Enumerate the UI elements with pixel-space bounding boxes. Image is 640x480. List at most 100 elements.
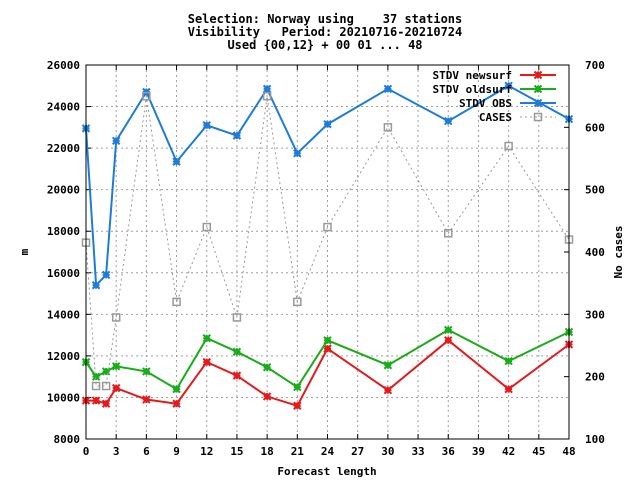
chart-title: Selection: Norway using 37 stations Visi… (188, 12, 463, 52)
x-tick-label: 33 (411, 445, 424, 458)
data-point (444, 325, 453, 335)
data-point (383, 361, 393, 370)
legend-item-cases: CASES (479, 111, 556, 124)
data-point (91, 372, 101, 381)
title-line-1: Selection: Norway using 37 stations (188, 12, 463, 26)
x-tick-label: 18 (261, 445, 274, 458)
y-tick-label: 12000 (47, 350, 80, 363)
legend-swatch-marker (533, 70, 543, 80)
data-point (101, 381, 111, 391)
x-tick-label: 12 (200, 445, 213, 458)
grid (86, 65, 569, 439)
x-tick-label: 42 (502, 445, 515, 458)
data-point (232, 371, 242, 380)
data-point (444, 336, 453, 345)
data-point (262, 91, 272, 101)
data-point (172, 297, 181, 307)
data-point (111, 313, 121, 322)
data-point (91, 281, 101, 290)
x-tick-labels: 0 3 6 9 12 15 18 21 24 27 30 33 36 39 42 45 48 (83, 445, 576, 458)
data-point (91, 396, 101, 405)
data-point (111, 136, 121, 146)
y-tick-labels: 8000 10000 12000 14000 16000 18000 20000 22000 2… (47, 59, 80, 446)
data-point (383, 123, 393, 132)
y-tick-label: 24000 (47, 101, 80, 114)
y-tick-label: 14000 (47, 308, 80, 321)
y-tick-label: 18000 (47, 225, 80, 238)
legend-swatch-marker (533, 112, 543, 122)
data-point (323, 344, 332, 353)
series-group (81, 81, 574, 410)
y2-tick-label: 400 (585, 246, 605, 259)
data-point (202, 334, 211, 343)
y2-tick-label: 100 (585, 433, 605, 446)
series-stdv-newsurf (81, 336, 574, 410)
x-tick-label: 0 (83, 445, 90, 458)
y2-tick-label: 600 (585, 121, 605, 134)
data-point (293, 297, 302, 307)
legend-label: STDV oldsurf (433, 83, 512, 96)
x-tick-label: 30 (381, 445, 394, 458)
data-point (293, 382, 302, 392)
series-stdv-oldsurf (81, 325, 574, 394)
title-line-2: Visibility Period: 20210716-20210724 (188, 25, 463, 39)
x-tick-label: 24 (321, 445, 335, 458)
x-tick-label: 9 (173, 445, 180, 458)
data-point (293, 149, 302, 158)
data-point (101, 270, 111, 280)
data-point (444, 229, 453, 238)
data-point (323, 336, 332, 345)
y-tick-label: 8000 (54, 433, 81, 446)
data-point (504, 384, 513, 394)
data-point (91, 381, 101, 391)
data-point (293, 401, 302, 410)
y2-axis-label: No cases (612, 226, 625, 279)
legend-item-stdv-newsurf: STDV newsurf (433, 69, 556, 82)
y-tick-label: 16000 (47, 267, 80, 280)
data-point (202, 121, 211, 130)
legend-label: STDV OBS (459, 97, 512, 110)
y2-tick-labels: 100 200 300 400 500 600 700 (585, 59, 605, 446)
legend-swatch-marker (533, 98, 543, 108)
data-point (504, 81, 513, 90)
legend-swatch-marker (533, 84, 543, 94)
y-tick-label: 10000 (47, 391, 80, 404)
data-point (111, 383, 121, 393)
data-point (101, 399, 111, 408)
y2-tick-label: 700 (585, 59, 605, 72)
y2-tick-label: 500 (585, 184, 605, 197)
data-point (262, 84, 272, 94)
data-point (323, 222, 332, 232)
data-point (202, 222, 211, 232)
x-tick-label: 3 (113, 445, 120, 458)
data-point (232, 347, 242, 356)
data-point (323, 120, 332, 129)
x-tick-label: 15 (230, 445, 243, 458)
data-point (504, 356, 513, 366)
y-axis-label: m (18, 248, 31, 255)
data-point (142, 395, 151, 404)
x-tick-label: 21 (291, 445, 305, 458)
y2-tick-label: 300 (585, 308, 605, 321)
x-tick-label: 39 (472, 445, 485, 458)
data-point (262, 363, 272, 372)
data-point (111, 362, 121, 371)
data-point (232, 313, 242, 322)
data-point (383, 84, 393, 94)
y-tick-label: 22000 (47, 142, 80, 155)
data-point (262, 392, 272, 401)
data-point (172, 157, 181, 166)
data-point (202, 357, 211, 367)
data-point (444, 116, 453, 126)
data-point (504, 141, 513, 151)
data-point (142, 367, 151, 376)
data-point (172, 384, 181, 394)
data-point (383, 385, 393, 395)
y-tick-label: 20000 (47, 184, 80, 197)
x-tick-label: 45 (532, 445, 545, 458)
y-tick-label: 26000 (47, 59, 80, 72)
data-point (232, 131, 242, 140)
title-line-3: Used {00,12} + 00 01 ... 48 (227, 38, 422, 52)
